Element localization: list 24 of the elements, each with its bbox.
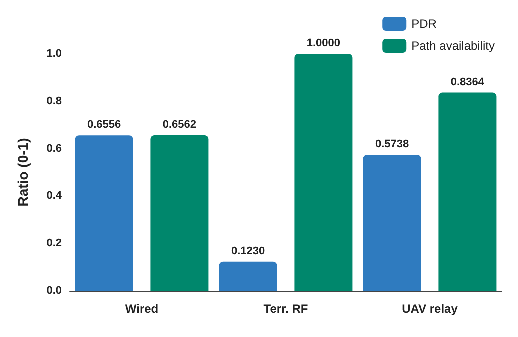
y-axis-title: Ratio (0-1) xyxy=(15,138,31,207)
bar xyxy=(294,54,353,291)
data-label: 0.8364 xyxy=(450,76,486,88)
y-tick-label: 0.6 xyxy=(46,142,62,155)
y-tick-label: 1.0 xyxy=(46,48,62,60)
y-tick-label: 0.8 xyxy=(46,95,62,108)
data-label: 0.1230 xyxy=(231,245,266,258)
legend-label: PDR xyxy=(412,17,438,31)
bar xyxy=(438,92,497,291)
bar xyxy=(363,155,422,291)
x-tick-label: UAV relay xyxy=(402,302,458,316)
data-label: 0.6556 xyxy=(87,119,122,132)
legend-label: Path availability xyxy=(412,39,496,53)
y-tick-label: 0.4 xyxy=(46,190,63,202)
data-label: 1.0000 xyxy=(306,38,341,50)
bar xyxy=(75,136,134,291)
data-label: 0.5738 xyxy=(375,138,410,151)
y-tick-label: 0.0 xyxy=(46,285,62,297)
bar xyxy=(150,135,209,291)
x-tick-label: Wired xyxy=(125,302,159,316)
bar xyxy=(219,262,278,291)
data-label: 0.6562 xyxy=(162,118,197,131)
y-tick-label: 0.2 xyxy=(46,238,62,250)
x-tick-label: Terr. RF xyxy=(264,302,308,316)
